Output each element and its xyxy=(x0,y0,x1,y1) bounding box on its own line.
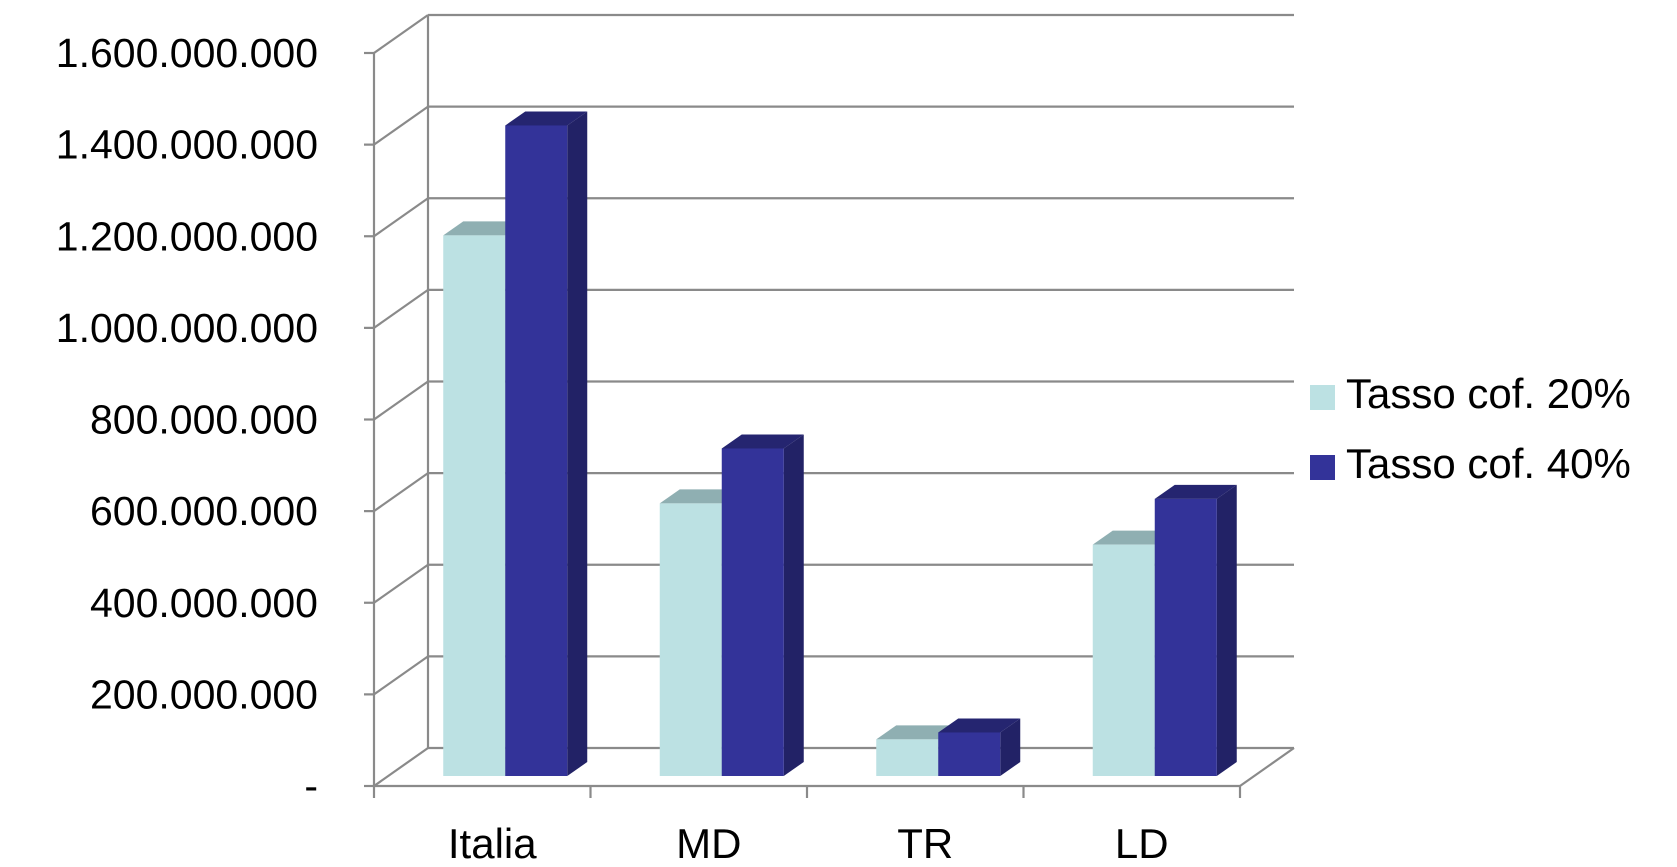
y-tick-label: 200.000.000 xyxy=(90,671,318,717)
bar-top xyxy=(505,111,588,126)
bar-side xyxy=(783,434,804,776)
x-tick-label: LD xyxy=(1115,820,1169,862)
y-tick-label: 1.600.000.000 xyxy=(56,30,318,76)
bar xyxy=(938,732,1001,776)
bar-top xyxy=(1092,530,1175,545)
bar-top xyxy=(721,434,804,449)
x-tick-label: TR xyxy=(897,820,953,862)
floor-right-edge xyxy=(1239,747,1295,787)
bar-side xyxy=(567,111,588,776)
bar xyxy=(1154,498,1217,776)
y-tick-label: - xyxy=(304,763,318,809)
side-wall-gridline xyxy=(373,655,429,696)
legend-label: Tasso cof. 40% xyxy=(1346,440,1631,487)
y-tick-label: 1.000.000.000 xyxy=(56,305,318,351)
side-wall-gridline xyxy=(373,563,429,604)
bar-top xyxy=(876,725,959,740)
bar-top xyxy=(1154,484,1237,499)
bar-top xyxy=(938,718,1021,733)
y-tick-label: 400.000.000 xyxy=(90,580,318,626)
side-wall-gridline xyxy=(373,105,429,146)
bar xyxy=(659,503,722,776)
x-tick-label: Italia xyxy=(448,820,537,862)
bar-top xyxy=(443,221,526,236)
bar xyxy=(443,235,506,777)
y-tick-label: 600.000.000 xyxy=(90,488,318,534)
y-tick-label: 800.000.000 xyxy=(90,397,318,443)
axis-layer xyxy=(364,51,1295,798)
legend: Tasso cof. 20% Tasso cof. 40% xyxy=(1310,370,1631,487)
bar xyxy=(1092,544,1155,776)
side-wall-gridline xyxy=(373,747,429,787)
side-wall-gridline xyxy=(373,14,429,54)
bar xyxy=(505,125,568,776)
side-wall-gridline xyxy=(373,288,429,329)
bar xyxy=(876,739,939,776)
bar-side xyxy=(1000,718,1021,776)
side-wall-gridline xyxy=(373,197,429,238)
legend-swatch xyxy=(1310,455,1335,480)
side-wall-gridline xyxy=(373,380,429,421)
bar xyxy=(721,448,784,776)
legend-swatch xyxy=(1310,385,1335,410)
bars-layer xyxy=(443,111,1237,777)
x-tick-label: MD xyxy=(676,820,741,862)
legend-label: Tasso cof. 20% xyxy=(1346,370,1631,417)
y-tick-label: 1.400.000.000 xyxy=(56,122,318,168)
labels-layer: - 200.000.000 400.000.000 600.000.000 800.00… xyxy=(56,30,1169,867)
y-tick-label: 1.200.000.000 xyxy=(56,213,318,259)
bar-top xyxy=(659,489,742,504)
side-wall-gridline xyxy=(373,472,429,513)
bar-side xyxy=(1216,484,1237,776)
